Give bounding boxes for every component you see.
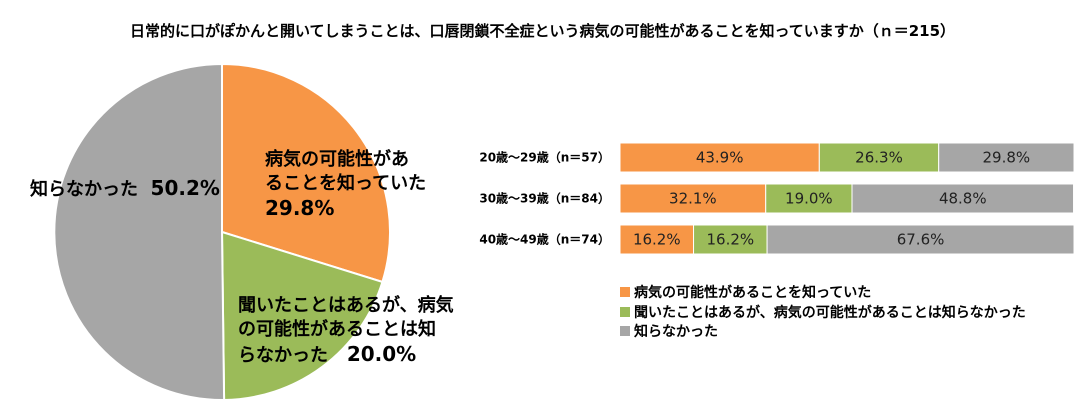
legend-item-didnt: 知らなかった [620, 323, 718, 341]
pie-label-heard: 聞いたことはあるが、病気 の可能性があることは知 らなかった 20.0% [238, 294, 454, 368]
bar-segment-didnt [851, 183, 1075, 214]
bar-segment-didnt [766, 224, 1075, 255]
bar-value-label: 29.8% [983, 149, 1031, 167]
pie-label-didnt-pct: 50.2% [150, 176, 220, 200]
bar-segment-heard [765, 183, 853, 214]
legend-item-heard: 聞いたことはあるが、病気の可能性があることは知らなかった [620, 304, 1026, 322]
pie-label-knew-pct: 29.8% [265, 196, 335, 220]
bar-segment-heard [818, 142, 940, 173]
bar-value-label: 16.2% [633, 231, 681, 249]
pie-label-heard-line3: らなかった [238, 345, 328, 366]
pie-label-heard-pct: 20.0% [346, 342, 417, 366]
bar-value-label: 43.9% [696, 149, 744, 167]
legend-label-knew: 病気の可能性があることを知っていた [634, 285, 872, 301]
legend-label-heard: 聞いたことはあるが、病気の可能性があることは知らなかった [634, 305, 1026, 321]
legend-label-didnt: 知らなかった [634, 324, 718, 340]
bar-value-label: 26.3% [855, 149, 903, 167]
chart-title: 日常的に口がぽかんと開いてしまうことは、口唇閉鎖不全症という病気の可能性があるこ… [129, 22, 956, 40]
bar-segment-knew [619, 183, 767, 214]
pie-slice-heard [220, 230, 384, 402]
bar-category-label: 30歳～39歳（n＝84） [479, 191, 610, 206]
bar-segment-heard [693, 224, 768, 255]
bar-value-label: 48.8% [939, 190, 987, 208]
pie-label-didnt-text: 知らなかった [30, 179, 138, 200]
pie-label-heard-line2: の可能性があることは知 [238, 319, 436, 340]
bar-value-label: 67.6% [897, 231, 945, 249]
pie-label-knew-line1: 病気の可能性があ [265, 149, 409, 170]
pie-slice-didnt [53, 62, 226, 401]
bar-segment-didnt [938, 142, 1075, 173]
legend-swatch-didnt [620, 326, 630, 336]
pie-label-heard-line1: 聞いたことはあるが、病気 [238, 295, 454, 316]
pie-label-knew-line2: ることを知っていた [265, 173, 427, 194]
pie-slice-knew [221, 62, 391, 284]
pie-label-didnt: 知らなかった 50.2% [30, 176, 220, 202]
pie-label-knew: 病気の可能性があ ることを知っていた 29.8% [265, 148, 426, 220]
bar-value-label: 19.0% [785, 190, 833, 208]
bar-category-label: 40歳～49歳（n＝74） [479, 232, 610, 247]
bar-value-label: 16.2% [706, 231, 754, 249]
bar-segment-knew [619, 142, 820, 173]
bar-value-label: 32.1% [669, 190, 717, 208]
bar-category-label: 20歳～29歳（n＝57） [479, 150, 610, 165]
legend-swatch-knew [620, 287, 630, 297]
legend-item-knew: 病気の可能性があることを知っていた [620, 284, 871, 302]
legend-swatch-heard [620, 307, 630, 317]
